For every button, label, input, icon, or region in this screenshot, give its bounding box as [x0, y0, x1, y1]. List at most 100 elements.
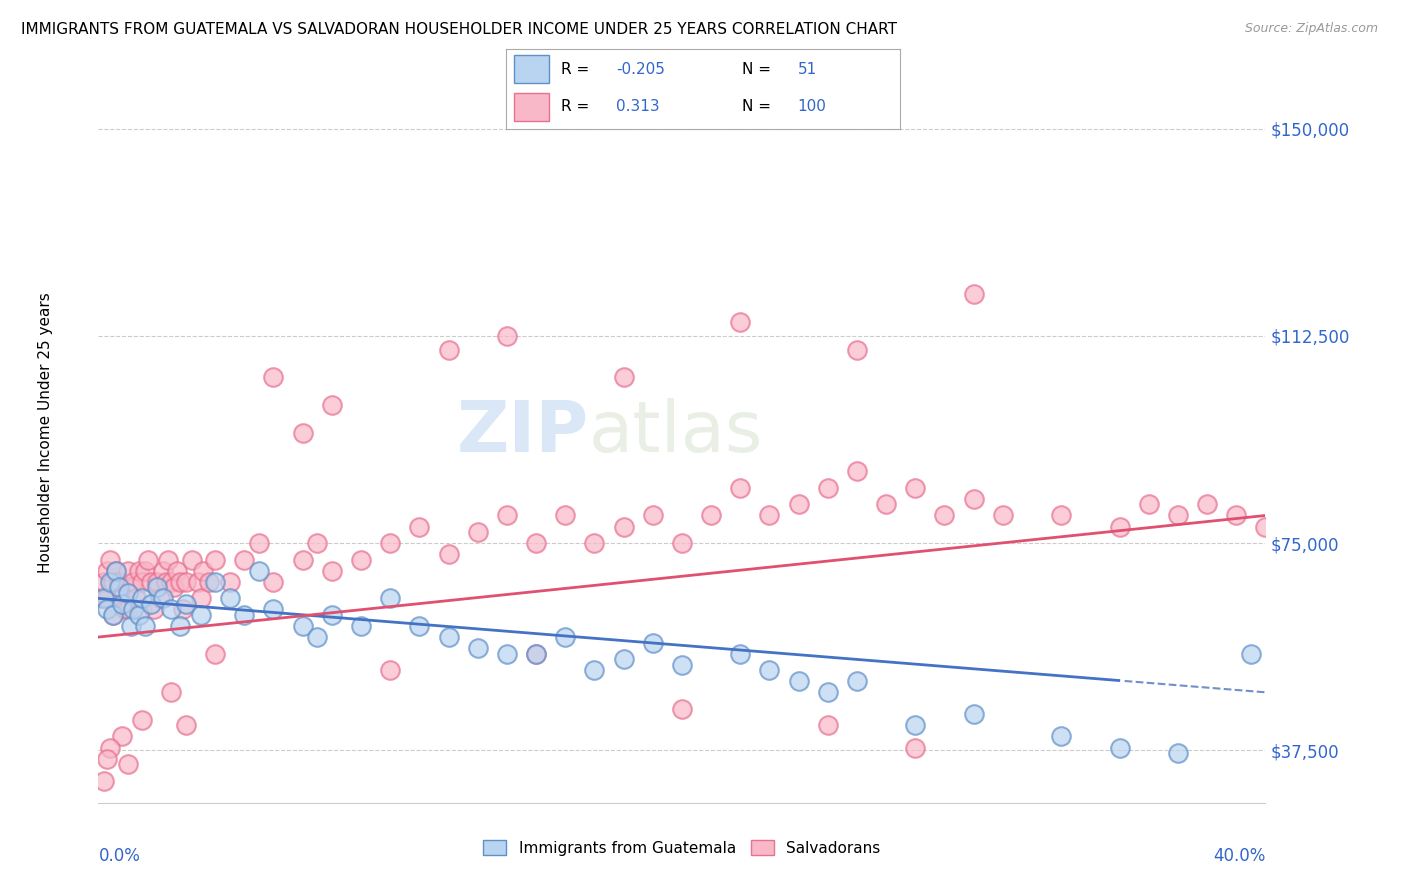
Point	[1108, 740, 1130, 755]
Point	[496, 329, 519, 343]
Point	[198, 574, 221, 589]
Bar	[515, 54, 550, 83]
Point	[350, 552, 373, 566]
Point	[1050, 508, 1073, 523]
Text: -0.205: -0.205	[616, 62, 665, 77]
Point	[291, 425, 314, 440]
Point	[111, 597, 134, 611]
Point	[190, 607, 212, 622]
Point	[496, 647, 519, 661]
Point	[263, 370, 285, 384]
Point	[104, 564, 127, 578]
Point	[120, 619, 142, 633]
Point	[90, 591, 112, 606]
Text: N =: N =	[742, 62, 772, 77]
Point	[263, 574, 285, 589]
Point	[190, 591, 212, 606]
Text: atlas: atlas	[589, 398, 763, 467]
Point	[117, 602, 139, 616]
Point	[730, 481, 752, 495]
Point	[142, 602, 165, 616]
Point	[846, 464, 869, 478]
Point	[98, 552, 121, 566]
Point	[128, 607, 150, 622]
Point	[904, 481, 927, 495]
Point	[114, 602, 136, 616]
Point	[671, 657, 693, 672]
Point	[155, 574, 177, 589]
Point	[787, 674, 810, 689]
Point	[93, 773, 115, 788]
Point	[136, 552, 159, 566]
Point	[120, 580, 142, 594]
Point	[187, 574, 209, 589]
Point	[962, 491, 984, 506]
Point	[524, 536, 547, 550]
Point	[524, 647, 547, 661]
Point	[160, 574, 183, 589]
Point	[117, 586, 139, 600]
Text: 40.0%: 40.0%	[1213, 847, 1265, 865]
Text: R =: R =	[561, 99, 595, 114]
Point	[98, 574, 121, 589]
Point	[131, 574, 153, 589]
Text: N =: N =	[742, 99, 772, 114]
Point	[93, 591, 115, 606]
Point	[152, 591, 174, 606]
Point	[321, 398, 343, 412]
Point	[583, 663, 606, 677]
Point	[160, 685, 183, 699]
Point	[122, 602, 145, 616]
Point	[180, 552, 202, 566]
Point	[583, 536, 606, 550]
Point	[204, 552, 226, 566]
Point	[93, 574, 115, 589]
Point	[1197, 498, 1219, 512]
Point	[134, 619, 156, 633]
Point	[104, 564, 127, 578]
Point	[204, 574, 226, 589]
Point	[172, 602, 194, 616]
Point	[101, 607, 124, 622]
Point	[174, 574, 197, 589]
Point	[247, 536, 270, 550]
Point	[174, 718, 197, 732]
Point	[1108, 519, 1130, 533]
Point	[700, 508, 723, 523]
Point	[146, 580, 169, 594]
Point	[131, 713, 153, 727]
Point	[146, 574, 169, 589]
Point	[641, 508, 664, 523]
Point	[350, 619, 373, 633]
Point	[1137, 498, 1160, 512]
Point	[787, 498, 810, 512]
Point	[291, 619, 314, 633]
Point	[321, 607, 343, 622]
Text: ZIP: ZIP	[457, 398, 589, 467]
Point	[169, 574, 191, 589]
Point	[204, 647, 226, 661]
Point	[193, 564, 215, 578]
Point	[467, 641, 489, 656]
Text: Householder Income Under 25 years: Householder Income Under 25 years	[38, 293, 53, 573]
Point	[160, 602, 183, 616]
Point	[817, 481, 839, 495]
Point	[101, 607, 124, 622]
Bar	[515, 94, 550, 121]
Point	[613, 370, 636, 384]
Point	[875, 498, 897, 512]
Text: 51: 51	[797, 62, 817, 77]
Point	[101, 574, 124, 589]
Point	[554, 630, 576, 644]
Point	[991, 508, 1014, 523]
Point	[108, 580, 131, 594]
Point	[437, 343, 460, 357]
Text: Source: ZipAtlas.com: Source: ZipAtlas.com	[1244, 22, 1378, 36]
Point	[163, 580, 186, 594]
Point	[730, 647, 752, 661]
Point	[307, 536, 329, 550]
Point	[1050, 730, 1073, 744]
Point	[613, 519, 636, 533]
Point	[96, 591, 118, 606]
Point	[408, 519, 430, 533]
